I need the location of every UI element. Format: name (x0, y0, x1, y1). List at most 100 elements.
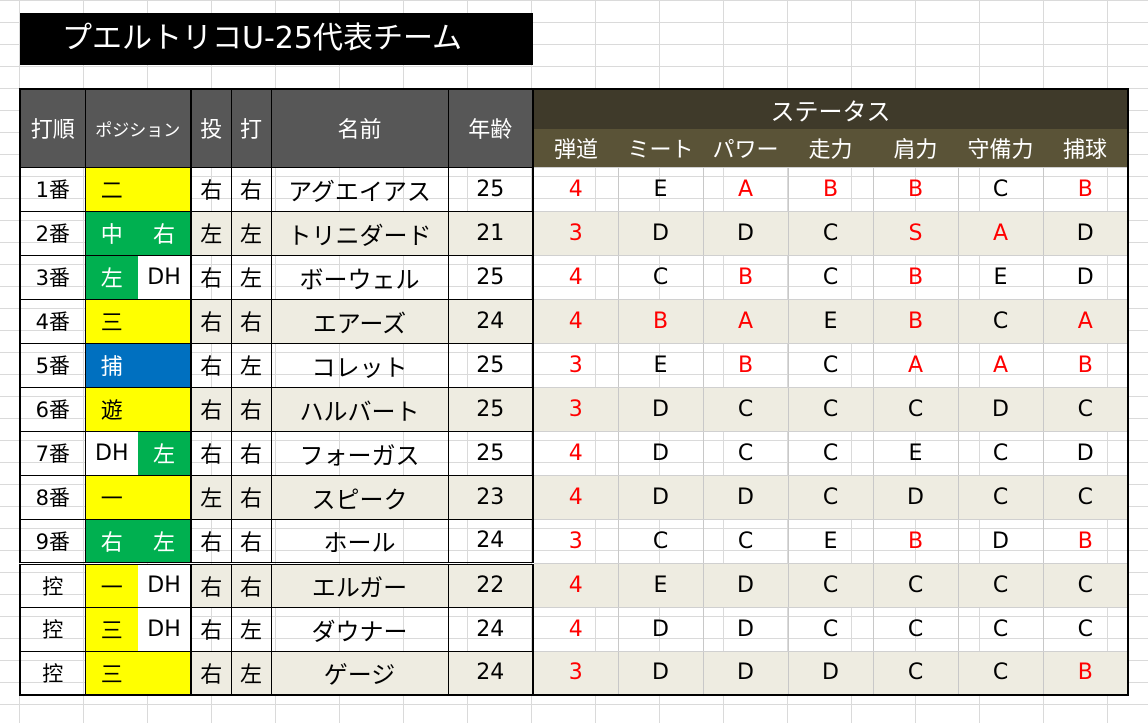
stat-speed-cell: D (787, 650, 873, 696)
bats-cell: 右 (230, 561, 272, 608)
stat-trajectory-cell: 4 (532, 606, 618, 652)
batting-order-cell: 控 (19, 606, 86, 652)
stat-speed-cell: E (787, 518, 873, 564)
roster-table: 打順 ポジション 投 打 名前 年齢 ステータス 弾道 ミート パワー 走力 肩… (19, 88, 1129, 696)
age-cell: 24 (447, 298, 534, 344)
position-primary-cell: 中 (84, 210, 138, 256)
stat-power-cell: C (702, 518, 788, 564)
position-primary-cell: 三 (84, 606, 138, 652)
batting-order-cell: 3番 (19, 254, 86, 300)
position-primary-cell: 二 (84, 166, 138, 212)
stat-trajectory-cell: 4 (532, 254, 618, 300)
throws-cell: 右 (190, 650, 232, 696)
stat-speed-cell: E (787, 298, 873, 344)
throws-cell: 右 (190, 606, 232, 652)
stat-arm-cell: E (872, 430, 958, 476)
player-row: 8番一左右スピーク 23 4 D D C D C C (19, 474, 1128, 520)
position-secondary-cell: DH (138, 606, 192, 652)
stat-trajectory-cell: 4 (532, 562, 618, 608)
position-primary-cell: 一 (84, 474, 138, 520)
position-primary-cell: 三 (84, 298, 138, 344)
stat-contact-cell: E (617, 342, 703, 388)
stat-contact-cell: D (617, 386, 703, 432)
stat-catching-cell: B (1042, 518, 1128, 564)
position-secondary-cell: 左 (138, 430, 192, 476)
stat-trajectory-cell: 3 (532, 518, 618, 564)
player-name-cell: エアーズ (270, 298, 449, 344)
throws-cell: 右 (190, 298, 232, 344)
stat-arm-cell: C (872, 606, 958, 652)
stat-trajectory-cell: 3 (532, 650, 618, 696)
stat-catching-cell: C (1042, 562, 1128, 608)
player-row: 6番遊右右ハルバート 25 3 D C C C D C (19, 386, 1128, 432)
throws-cell: 右 (190, 518, 232, 564)
stat-arm-cell: A (872, 342, 958, 388)
age-cell: 24 (447, 518, 534, 564)
header-stat-trajectory: 弾道 (532, 129, 618, 167)
position-primary-cell: 遊 (84, 386, 138, 432)
player-name-cell: フォーガス (270, 430, 449, 476)
bats-cell: 左 (230, 606, 272, 652)
stat-power-cell: D (702, 210, 788, 256)
header-stat-fielding: 守備力 (958, 129, 1043, 167)
stat-speed-cell: C (787, 386, 873, 432)
batting-order-cell: 2番 (19, 210, 86, 256)
stat-trajectory-cell: 4 (532, 298, 618, 344)
stat-arm-cell: C (872, 562, 958, 608)
age-cell: 25 (447, 386, 534, 432)
throws-cell: 右 (190, 430, 232, 476)
batting-order-cell: 1番 (19, 166, 86, 212)
age-cell: 21 (447, 210, 534, 256)
stat-fielding-cell: A (957, 210, 1043, 256)
header-stat-catching: 捕球 (1043, 129, 1128, 167)
throws-cell: 右 (190, 254, 232, 300)
position-secondary-cell: 左 (138, 518, 192, 564)
stat-catching-cell: C (1042, 474, 1128, 520)
header-bats: 打 (230, 88, 272, 168)
throws-cell: 右 (190, 386, 232, 432)
throws-cell: 右 (190, 342, 232, 388)
stat-power-cell: A (702, 298, 788, 344)
position-secondary-cell: DH (138, 254, 192, 300)
stat-catching-cell: C (1042, 606, 1128, 652)
stat-speed-cell: C (787, 342, 873, 388)
stat-catching-cell: D (1042, 254, 1128, 300)
stat-catching-cell: A (1042, 298, 1128, 344)
position-secondary-cell: 右 (138, 210, 192, 256)
stat-arm-cell: B (872, 518, 958, 564)
bats-cell: 左 (230, 254, 272, 300)
header-throws: 投 (190, 88, 232, 168)
stat-trajectory-cell: 4 (532, 430, 618, 476)
player-row: 3番左 DH 右左ボーウェル 25 4 C B C B E D (19, 254, 1128, 300)
player-row: 4番三右右エアーズ 24 4 B A E B C A (19, 298, 1128, 344)
position-secondary-cell (138, 298, 192, 344)
header-name: 名前 (270, 88, 449, 168)
throws-cell: 右 (190, 166, 232, 212)
player-name-cell: ダウナー (270, 606, 449, 652)
bats-cell: 右 (230, 474, 272, 520)
position-primary-cell: 捕 (84, 342, 138, 388)
stat-contact-cell: C (617, 518, 703, 564)
batting-order-cell: 8番 (19, 474, 86, 520)
player-name-cell: ボーウェル (270, 254, 449, 300)
stat-contact-cell: D (617, 650, 703, 696)
stat-fielding-cell: C (957, 650, 1043, 696)
stat-power-cell: C (702, 386, 788, 432)
player-row: 7番 DH 左右右フォーガス 25 4 D C C E C D (19, 430, 1128, 476)
bats-cell: 右 (230, 430, 272, 476)
player-name-cell: スピーク (270, 474, 449, 520)
batting-order-cell: 控 (19, 561, 86, 608)
stat-speed-cell: C (787, 430, 873, 476)
stat-contact-cell: E (617, 562, 703, 608)
player-name-cell: ハルバート (270, 386, 449, 432)
bats-cell: 左 (230, 342, 272, 388)
stat-power-cell: C (702, 430, 788, 476)
position-secondary-cell (138, 650, 192, 696)
stat-catching-cell: C (1042, 386, 1128, 432)
stat-arm-cell: B (872, 298, 958, 344)
bats-cell: 左 (230, 650, 272, 696)
stat-trajectory-cell: 3 (532, 210, 618, 256)
position-secondary-cell (138, 474, 192, 520)
stat-fielding-cell: C (957, 166, 1043, 212)
stat-trajectory-cell: 3 (532, 386, 618, 432)
